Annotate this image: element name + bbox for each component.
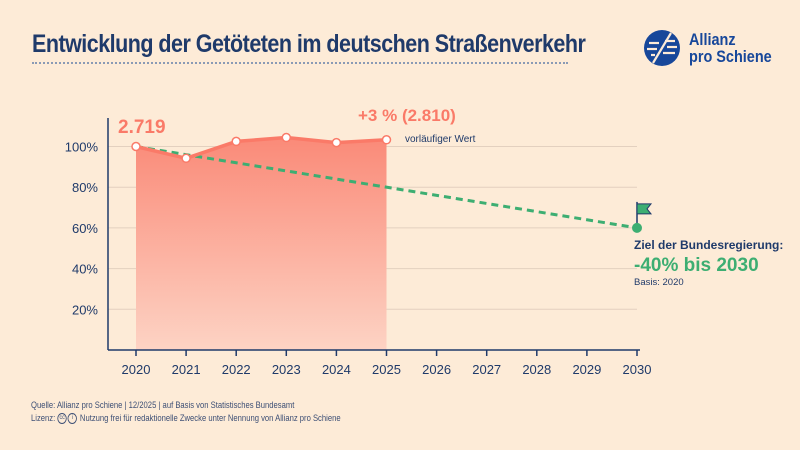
- target-point: [632, 222, 642, 233]
- x-tick-label: 2024: [322, 362, 351, 377]
- data-point: [231, 136, 241, 147]
- license-text: Nutzung frei für redaktionelle Zwecke un…: [79, 413, 341, 423]
- end-label: +3 % (2.810): [358, 106, 456, 125]
- goal-heading: Ziel der Bundesregierung:: [634, 238, 783, 252]
- y-tick-label: 20%: [72, 302, 98, 317]
- start-label: 2.719: [118, 117, 166, 138]
- x-tick-label: 2028: [522, 362, 551, 377]
- data-point: [131, 141, 141, 152]
- data-point: [381, 135, 392, 145]
- data-point: [181, 153, 191, 164]
- x-tick-label: 2027: [472, 362, 501, 377]
- x-tick-label: 2025: [372, 362, 401, 377]
- cc-icon: cc: [57, 413, 67, 425]
- target-line: [135, 145, 638, 230]
- page-title: Entwicklung der Getöteten im deutschen S…: [32, 30, 586, 58]
- flag-icon: [636, 203, 653, 215]
- logo-icon: [644, 30, 680, 66]
- logo-line-2: pro Schiene: [689, 47, 772, 66]
- title-divider: [32, 62, 568, 64]
- source-note: Quelle: Allianz pro Schiene | 12/2025 | …: [31, 400, 295, 410]
- x-tick-label: 2030: [623, 362, 652, 377]
- series-line: [135, 135, 387, 161]
- y-tick-label: 60%: [72, 221, 98, 236]
- y-tick-label: 40%: [72, 262, 98, 277]
- end-note: vorläufiger Wert: [405, 134, 476, 145]
- x-tick-label: 2029: [572, 362, 601, 377]
- x-tick-label: 2026: [422, 362, 451, 377]
- x-tick-label: 2022: [222, 362, 251, 377]
- data-point: [331, 137, 342, 148]
- series-area: [136, 137, 387, 350]
- goal-value: -40% bis 2030: [634, 255, 759, 276]
- attribution-icon: i: [67, 413, 77, 425]
- x-tick-label: 2021: [172, 362, 201, 377]
- data-point: [281, 132, 292, 143]
- logo: Allianz pro Schiene: [643, 29, 786, 67]
- license-label: Lizenz:: [31, 413, 56, 423]
- logo-line-1: Allianz: [689, 30, 736, 49]
- y-tick-label: 100%: [65, 140, 99, 155]
- y-tick-label: 80%: [72, 180, 98, 195]
- x-tick-label: 2020: [122, 362, 151, 377]
- goal-basis: Basis: 2020: [634, 277, 684, 288]
- license-note: Lizenz: cc i Nutzung frei für redaktionel…: [31, 413, 341, 425]
- x-tick-label: 2023: [272, 362, 301, 377]
